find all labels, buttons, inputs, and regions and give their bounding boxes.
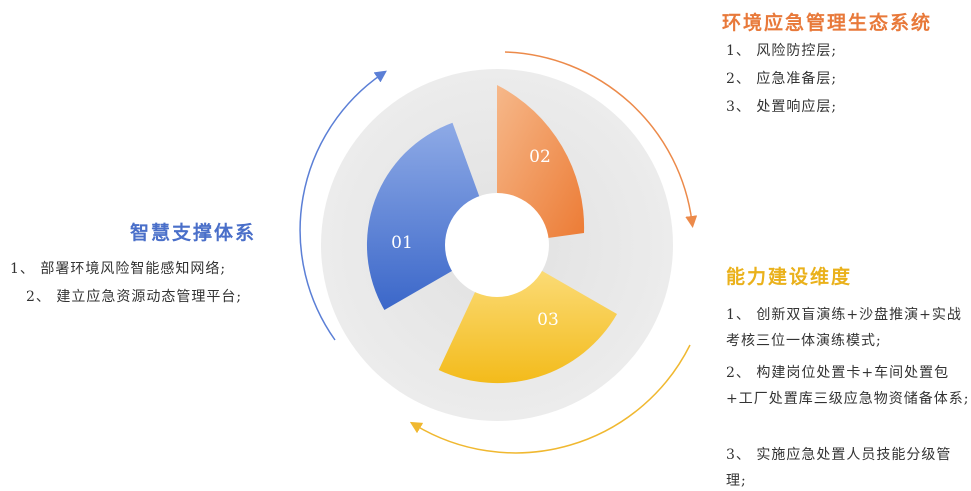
sector-label: 01 xyxy=(391,233,413,253)
section-item: 3、 处置响应层; xyxy=(726,99,838,115)
sector-label: 02 xyxy=(529,147,551,167)
section-item: 1、 创新双盲演练+沙盘推演+实战考核三位一体演练模式; xyxy=(726,307,962,349)
arrow-orange xyxy=(504,51,698,228)
section-title: 智慧支撑体系 xyxy=(130,222,257,244)
section-title: 环境应急管理生态系统 xyxy=(722,12,933,34)
section-item: 2、 构建岗位处置卡+车间处置包+工厂处置库三级应急物资储备体系; xyxy=(726,365,970,407)
arrow-blue xyxy=(299,70,387,341)
section-item: 2、 建立应急资源动态管理平台; xyxy=(26,289,243,305)
section-item: 1、 风险防控层; xyxy=(726,43,838,59)
center-circle xyxy=(445,193,549,297)
section-item: 3、 实施应急处置人员技能分级管理; xyxy=(726,447,952,489)
sector-label: 03 xyxy=(537,310,559,330)
section-item: 2、 应急准备层; xyxy=(726,71,838,87)
section-item: 1、 部署环境风险智能感知网络; xyxy=(10,261,227,277)
section-title: 能力建设维度 xyxy=(726,266,853,288)
arrow-yellow xyxy=(409,344,691,454)
